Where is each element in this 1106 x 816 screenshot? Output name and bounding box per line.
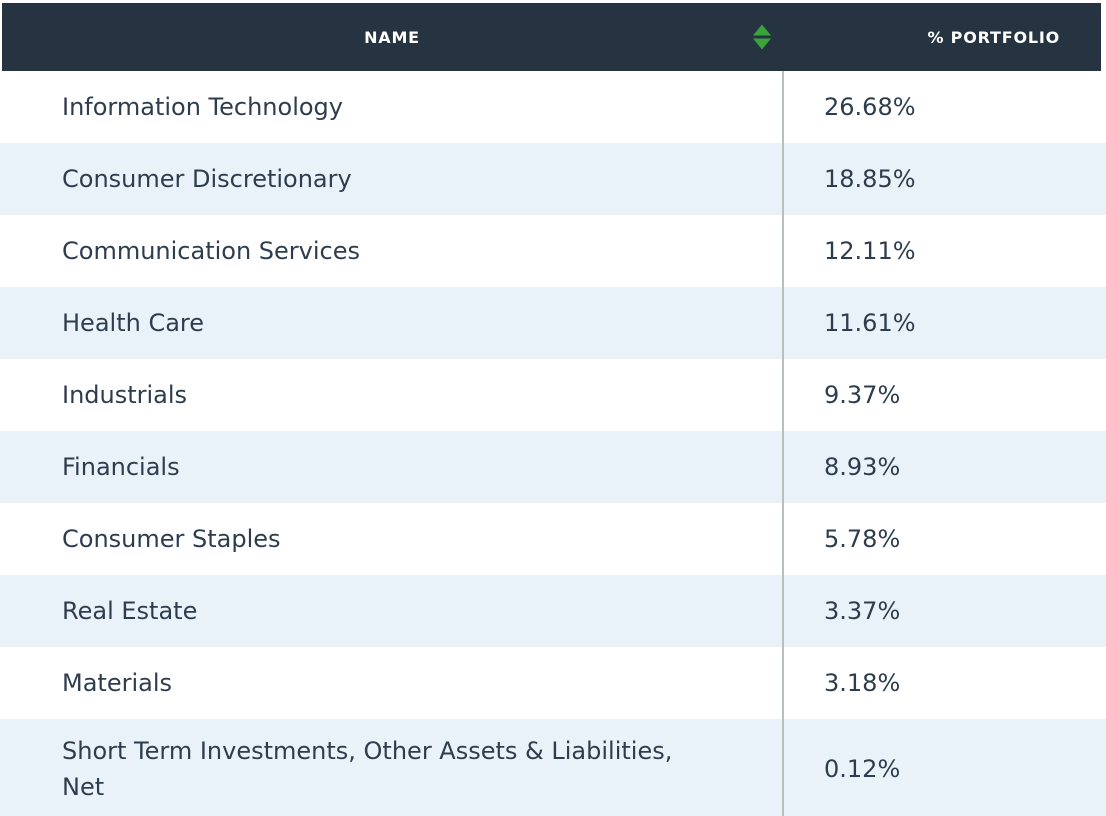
name-column-header-cell: NAME	[2, 28, 782, 47]
sector-name-cell: Information Technology	[0, 71, 782, 143]
sector-name: Real Estate	[62, 597, 198, 625]
table-row: Financials 8.93%	[0, 431, 1106, 503]
sector-name: Consumer Discretionary	[62, 165, 352, 193]
portfolio-percent-cell: 3.18%	[782, 647, 1106, 719]
table-row: Industrials 9.37%	[0, 359, 1106, 431]
sector-name-cell: Communication Services	[0, 215, 782, 287]
table-row: Real Estate 3.37%	[0, 575, 1106, 647]
portfolio-percent-cell: 11.61%	[782, 287, 1106, 359]
portfolio-percent: 0.12%	[824, 755, 901, 783]
portfolio-percent-cell: 18.85%	[782, 143, 1106, 215]
sector-name: Short Term Investments, Other Assets & L…	[62, 737, 673, 801]
portfolio-percent: 26.68%	[824, 93, 916, 121]
table-row: Consumer Discretionary 18.85%	[0, 143, 1106, 215]
portfolio-percent: 8.93%	[824, 453, 901, 481]
table-row: Materials 3.18%	[0, 647, 1106, 719]
sector-name-cell: Real Estate	[0, 575, 782, 647]
table-row: Short Term Investments, Other Assets & L…	[0, 719, 1106, 816]
portfolio-percent-cell: 5.78%	[782, 503, 1106, 575]
sort-arrows-icon[interactable]	[753, 24, 771, 50]
sector-name-cell: Financials	[0, 431, 782, 503]
sector-name-cell: Consumer Discretionary	[0, 143, 782, 215]
portfolio-percent-cell: 3.37%	[782, 575, 1106, 647]
name-column-header[interactable]: NAME	[364, 27, 420, 47]
sector-name-cell: Materials	[0, 647, 782, 719]
sector-name-cell: Short Term Investments, Other Assets & L…	[0, 719, 782, 816]
table-row: Communication Services 12.11%	[0, 215, 1106, 287]
sort-ascending-icon	[753, 24, 771, 36]
portfolio-percent: 12.11%	[824, 237, 916, 265]
sector-name-cell: Consumer Staples	[0, 503, 782, 575]
portfolio-percent: 18.85%	[824, 165, 916, 193]
sector-name: Materials	[62, 669, 173, 697]
portfolio-percent-cell: 9.37%	[782, 359, 1106, 431]
table-row: Health Care 11.61%	[0, 287, 1106, 359]
sector-name: Consumer Staples	[62, 525, 281, 553]
portfolio-percent-cell: 26.68%	[782, 71, 1106, 143]
portfolio-percent: 5.78%	[824, 525, 901, 553]
portfolio-percent-cell: 12.11%	[782, 215, 1106, 287]
table-body: Information Technology 26.68% Consumer D…	[0, 71, 1106, 816]
portfolio-percent-cell: 0.12%	[782, 719, 1106, 816]
portfolio-percent-cell: 8.93%	[782, 431, 1106, 503]
table-header: NAME % PORTFOLIO	[2, 3, 1101, 71]
portfolio-percent: 11.61%	[824, 309, 916, 337]
table-row: Information Technology 26.68%	[0, 71, 1106, 143]
table-row: Consumer Staples 5.78%	[0, 503, 1106, 575]
portfolio-percent: 3.18%	[824, 669, 901, 697]
portfolio-percent: 9.37%	[824, 381, 901, 409]
sort-descending-icon	[753, 38, 771, 50]
portfolio-percent: 3.37%	[824, 597, 901, 625]
sector-name: Communication Services	[62, 237, 360, 265]
sector-name: Financials	[62, 453, 180, 481]
portfolio-column-header-cell: % PORTFOLIO	[782, 28, 1101, 47]
sector-name: Health Care	[62, 309, 205, 337]
sector-name: Industrials	[62, 381, 188, 409]
sector-name-cell: Health Care	[0, 287, 782, 359]
sector-name: Information Technology	[62, 93, 343, 121]
portfolio-column-header[interactable]: % PORTFOLIO	[927, 27, 1060, 47]
sector-name-cell: Industrials	[0, 359, 782, 431]
